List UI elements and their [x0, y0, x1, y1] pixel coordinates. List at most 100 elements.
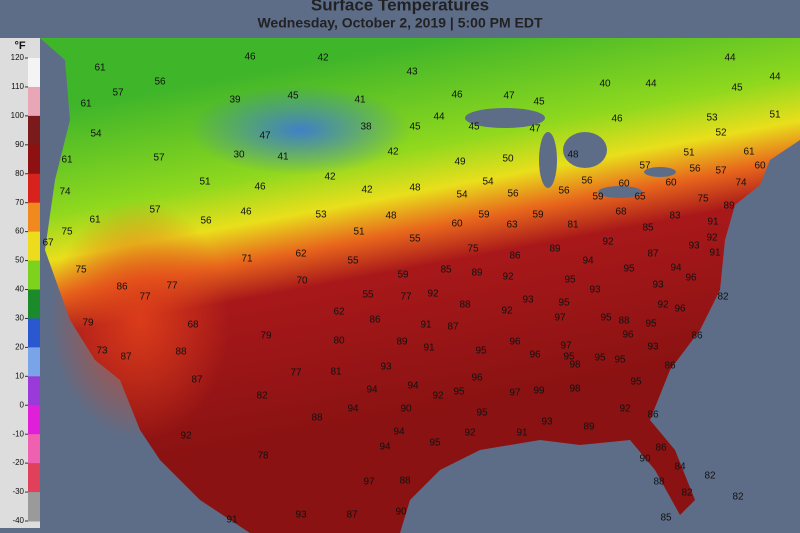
temperature-label: 92	[602, 237, 614, 248]
temperature-label: 96	[674, 304, 686, 315]
temperature-label: 46	[240, 207, 252, 218]
temperature-label: 56	[154, 77, 166, 88]
temperature-label: 87	[647, 249, 659, 260]
temperature-label: 92	[432, 391, 444, 402]
temperature-label: 59	[478, 210, 490, 221]
temperature-label: 97	[509, 388, 521, 399]
legend-swatch	[28, 202, 40, 233]
temperature-label: 86	[691, 331, 703, 342]
temperature-label: 68	[187, 320, 199, 331]
temperature-label: 56	[581, 176, 593, 187]
legend-swatch	[28, 318, 40, 348]
temperature-label: 93	[380, 362, 392, 373]
temperature-label: 38	[360, 122, 372, 133]
legend-tick-label: 120	[11, 53, 25, 62]
temperature-label: 61	[743, 147, 755, 158]
temperature-label: 56	[507, 189, 519, 200]
temperature-label: 95	[429, 438, 441, 449]
temperature-label: 87	[346, 510, 358, 521]
temperature-label: 95	[563, 352, 575, 363]
legend-swatch	[28, 260, 40, 290]
temperature-label: 90	[639, 454, 651, 465]
legend-swatch	[28, 289, 40, 319]
temperature-label: 47	[259, 131, 271, 142]
temperature-label: 95	[453, 387, 465, 398]
temperature-label: 44	[645, 79, 657, 90]
temperature-label: 86	[509, 251, 521, 262]
temperature-label: 97	[363, 477, 375, 488]
temperature-label: 44	[433, 112, 445, 123]
temperature-label: 88	[399, 476, 411, 487]
temperature-label: 91	[420, 320, 432, 331]
temperature-label: 45	[287, 91, 299, 102]
temperature-label: 86	[116, 282, 128, 293]
temperature-label: 91	[707, 217, 719, 228]
temperature-label: 30	[233, 150, 245, 161]
temperature-label: 56	[200, 216, 212, 227]
temperature-label: 93	[541, 417, 553, 428]
temperature-label: 40	[599, 79, 611, 90]
temperature-label: 51	[353, 227, 365, 238]
temperature-label: 96	[622, 330, 634, 341]
temperature-label: 73	[96, 346, 108, 357]
temperature-label: 75	[697, 194, 709, 205]
temperature-label: 95	[594, 353, 606, 364]
legend-swatch	[28, 492, 40, 522]
temperature-label: 51	[199, 177, 211, 188]
temperature-label: 80	[333, 336, 345, 347]
temperature-label: 51	[683, 148, 695, 159]
temperature-label: 88	[459, 300, 471, 311]
temperature-label: 39	[229, 95, 241, 106]
temperature-label: 86	[664, 361, 676, 372]
temperature-label: 96	[529, 350, 541, 361]
temperature-label: 89	[471, 268, 483, 279]
legend-tick-label: 20	[15, 342, 24, 351]
temperature-label: 86	[369, 315, 381, 326]
temperature-label: 79	[82, 318, 94, 329]
temperature-label: 54	[90, 129, 102, 140]
temperature-label: 98	[569, 360, 581, 371]
temperature-label: 54	[456, 190, 468, 201]
temperature-label: 94	[393, 427, 405, 438]
temperature-label: 96	[471, 373, 483, 384]
temperature-label: 92	[657, 300, 669, 311]
temperature-label: 42	[387, 147, 399, 158]
temperature-label: 95	[558, 298, 570, 309]
temperature-label: 46	[244, 52, 256, 63]
legend-tick-label: 40	[15, 285, 24, 294]
temperature-label: 88	[175, 347, 187, 358]
temperature-label: 94	[379, 442, 391, 453]
temperature-label: 75	[61, 227, 73, 238]
temperature-label: 85	[660, 513, 672, 524]
temperature-label: 55	[409, 234, 421, 245]
temperature-label: 82	[717, 292, 729, 303]
temperature-label: 86	[655, 443, 667, 454]
temperature-label: 42	[324, 172, 336, 183]
temperature-label: 60	[451, 219, 463, 230]
legend-swatch	[28, 347, 40, 377]
temperature-label: 42	[361, 185, 373, 196]
legend-tick-label: 30	[15, 314, 24, 323]
temperature-label: 95	[623, 264, 635, 275]
temperature-label: 65	[634, 192, 646, 203]
temperature-label: 88	[311, 413, 323, 424]
temperature-label: 61	[80, 99, 92, 110]
subtitle: Wednesday, October 2, 2019 | 5:00 PM EDT	[257, 15, 543, 31]
great-lakes	[465, 108, 676, 198]
temperature-label: 94	[670, 263, 682, 274]
temperature-label: 47	[503, 91, 515, 102]
temperature-label: 96	[509, 337, 521, 348]
legend-tick-label: 90	[15, 140, 24, 149]
temperature-label: 62	[333, 307, 345, 318]
temperature-label: 48	[567, 150, 579, 161]
temperature-label: 81	[330, 367, 342, 378]
temperature-label: 82	[681, 488, 693, 499]
temperature-label: 74	[735, 178, 747, 189]
cold-area	[190, 85, 410, 175]
temperature-label: 77	[400, 292, 412, 303]
temperature-label: 90	[400, 404, 412, 415]
temperature-label: 98	[569, 384, 581, 395]
temperature-label: 95	[476, 408, 488, 419]
temperature-label: 75	[75, 265, 87, 276]
